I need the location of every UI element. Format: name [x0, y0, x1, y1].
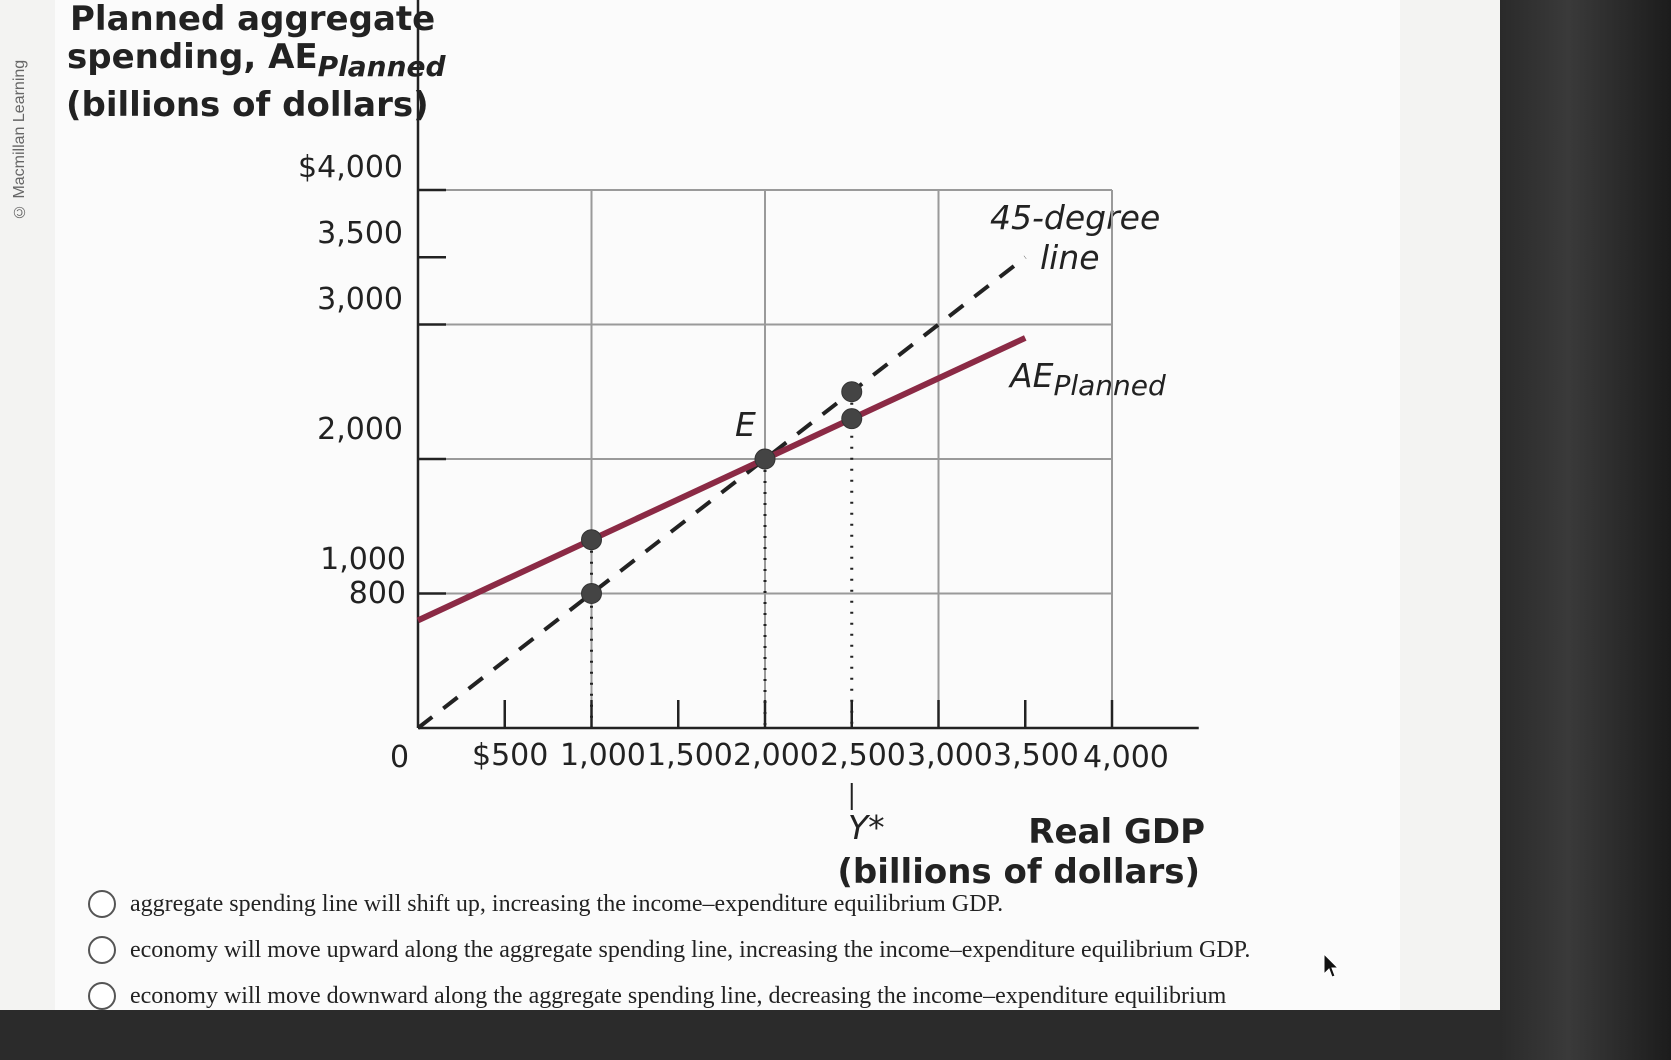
origin-label: 0 [390, 740, 410, 775]
option-text: aggregate spending line will shift up, i… [130, 890, 1004, 917]
x-tick-label: 1,000 [560, 738, 646, 773]
y-tick-label: 3,000 [317, 282, 403, 317]
forty-five-degree-line [416, 255, 1027, 730]
y-tick-label: $4,000 [298, 150, 403, 185]
x-tick-label: 3,000 [907, 738, 993, 773]
answer-option[interactable]: aggregate spending line will shift up, i… [88, 890, 1003, 918]
data-point [581, 583, 602, 604]
y-star-label: Y* [848, 808, 885, 847]
ae-label-main: AE [1010, 356, 1054, 395]
question-panel [55, 0, 1400, 1010]
ae-label-subscript: Planned [1053, 369, 1166, 402]
equilibrium-point-label: E [735, 405, 756, 444]
x-axis-title-line2: (billions of dollars) [837, 852, 1200, 892]
line-45-label-line1: 45-degree [990, 198, 1161, 237]
y-tick-label: 3,500 [317, 216, 403, 251]
x-axis-title-line1: Real GDP [1028, 812, 1205, 852]
radio-button[interactable] [88, 890, 116, 918]
radio-button[interactable] [88, 982, 116, 1010]
x-tick-label: 2,000 [733, 738, 819, 773]
option-text: economy will move downward along the agg… [130, 982, 1227, 1009]
answer-option[interactable]: economy will move upward along the aggre… [88, 936, 1250, 964]
ae-planned-label: AEPlanned [1010, 356, 1166, 402]
data-point [841, 408, 863, 430]
data-point [841, 381, 863, 403]
y-tick-label: 2,000 [317, 412, 403, 447]
x-tick-label: 1,500 [647, 738, 733, 773]
y-axis-title-line2: spending, AEPlanned [67, 37, 446, 83]
line-45-label-line2: line [1040, 238, 1100, 277]
data-point [754, 448, 776, 470]
figure: Planned aggregate spending, AEPlanned (b… [66, 0, 1205, 892]
plot-area [416, 0, 1199, 810]
mouse-cursor-icon [1323, 953, 1340, 978]
radio-button[interactable] [88, 936, 116, 964]
answer-option[interactable]: economy will move downward along the agg… [88, 982, 1226, 1010]
y-axis-title-line3: (billions of dollars) [66, 85, 429, 125]
screen: © Macmillan Learning Planned aggregate s… [0, 0, 1500, 1030]
x-tick-label: 2,500 [820, 738, 906, 773]
monitor-bezel-bottom [0, 1010, 1500, 1060]
ae-planned-line [416, 335, 1027, 624]
monitor-bezel-right [1500, 0, 1671, 1060]
y-tick-label: 1,000 [320, 542, 406, 577]
y-axis-title-line1: Planned aggregate [70, 0, 436, 39]
y-tick-label: 800 [348, 576, 406, 611]
x-tick-label: 3,500 [993, 738, 1079, 773]
y-axis-title-subscript: Planned [317, 50, 446, 83]
option-text: economy will move upward along the aggre… [130, 936, 1251, 963]
x-tick-label: $500 [472, 738, 549, 773]
x-tick-label: 4,000 [1083, 740, 1169, 775]
y-axis-title-main: spending, AE [67, 37, 318, 77]
data-point [581, 529, 602, 551]
